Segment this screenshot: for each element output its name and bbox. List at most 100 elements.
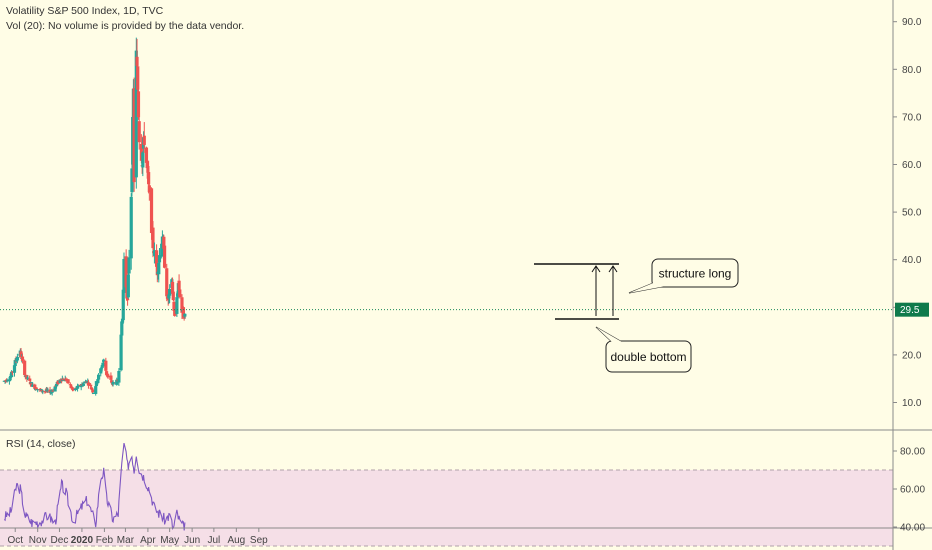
candle-body bbox=[107, 376, 111, 378]
candle-body bbox=[46, 389, 50, 391]
candle-body bbox=[134, 50, 138, 178]
candle-body bbox=[122, 258, 126, 293]
candle-body bbox=[79, 385, 83, 388]
candle-body bbox=[172, 301, 176, 311]
candle-body bbox=[119, 334, 123, 371]
candle-body bbox=[115, 379, 119, 385]
candle-body bbox=[71, 388, 75, 391]
candle-body bbox=[132, 88, 136, 183]
candle-body bbox=[117, 370, 121, 383]
candle-body bbox=[73, 388, 77, 391]
callout-double-bottom[interactable]: double bottom bbox=[595, 326, 692, 373]
candle-body bbox=[126, 298, 130, 301]
rsi-pane bbox=[0, 442, 893, 547]
candle-body bbox=[171, 291, 175, 301]
candle-body bbox=[104, 360, 108, 371]
candle-body bbox=[31, 384, 35, 387]
candle-body bbox=[157, 255, 162, 263]
candle-body bbox=[124, 256, 128, 288]
price-tick-label: 60.0 bbox=[902, 160, 922, 171]
candle-body bbox=[10, 371, 14, 378]
candle-body bbox=[81, 383, 85, 386]
candle-body bbox=[99, 368, 104, 370]
target-arrow-1-head[interactable] bbox=[591, 265, 601, 273]
candle-body bbox=[101, 362, 105, 367]
callout-double-bottom-box bbox=[605, 340, 692, 373]
candle-body bbox=[168, 288, 172, 296]
time-tick-label: Feb bbox=[96, 535, 114, 546]
candle-body bbox=[25, 375, 29, 379]
candle-body bbox=[160, 243, 164, 257]
candle-body bbox=[175, 297, 179, 314]
price-tick-label: 20.0 bbox=[902, 350, 922, 361]
candle-body bbox=[141, 152, 145, 168]
candle-body bbox=[48, 389, 52, 393]
candle-body bbox=[177, 280, 181, 291]
candle-body bbox=[147, 172, 151, 185]
candle-body bbox=[147, 185, 151, 193]
candle-body bbox=[86, 382, 91, 386]
candle-body bbox=[166, 298, 170, 301]
time-tick-label: May bbox=[160, 535, 179, 546]
candle-body bbox=[146, 166, 150, 173]
callout-structure-long[interactable]: structure long bbox=[628, 258, 739, 294]
candle-body bbox=[33, 384, 37, 389]
candle-body bbox=[149, 188, 154, 234]
candle-body bbox=[13, 360, 17, 367]
callout-double-bottom-tail-cover bbox=[596, 327, 622, 342]
candle-body bbox=[25, 377, 30, 379]
candle-body bbox=[94, 381, 99, 387]
candle-body bbox=[69, 385, 73, 388]
candle-body bbox=[90, 388, 94, 391]
candle-body bbox=[127, 257, 131, 274]
candle-body bbox=[152, 250, 157, 256]
candle-body bbox=[170, 281, 175, 294]
candle-body bbox=[145, 161, 149, 169]
time-tick-label: Apr bbox=[140, 535, 156, 546]
candle-body bbox=[36, 389, 40, 391]
chart-title: Volatility S&P 500 Index, 1D, TVC bbox=[6, 5, 164, 17]
candle-body bbox=[109, 375, 113, 380]
candle-body bbox=[157, 262, 161, 275]
candle-body bbox=[120, 318, 125, 323]
candle-body bbox=[155, 250, 159, 267]
target-arrow-2-head[interactable] bbox=[608, 265, 618, 273]
time-tick-label: Jul bbox=[207, 535, 220, 546]
candle-body bbox=[162, 236, 166, 249]
candle-body bbox=[54, 384, 59, 387]
candle-body bbox=[75, 385, 80, 389]
candle-body bbox=[10, 371, 14, 373]
candle-body bbox=[182, 315, 186, 319]
candle-body bbox=[34, 387, 38, 390]
candle-body bbox=[167, 294, 171, 299]
candle-body bbox=[130, 168, 134, 193]
price-tick-label: 50.0 bbox=[902, 208, 922, 219]
candle-body bbox=[29, 382, 33, 384]
candle-body bbox=[68, 384, 72, 386]
candle-body bbox=[110, 380, 114, 383]
rsi-tick-label: 40.00 bbox=[900, 523, 925, 534]
candle-body bbox=[112, 382, 116, 384]
last-price-label-bg bbox=[895, 302, 929, 317]
time-tick-label: Sep bbox=[250, 535, 268, 546]
candle-body bbox=[165, 268, 169, 297]
time-tick-label: Mar bbox=[117, 535, 135, 546]
time-tick-label: Dec bbox=[51, 535, 69, 546]
candle-body bbox=[20, 356, 25, 361]
candle-body bbox=[129, 196, 133, 259]
candle-body bbox=[105, 374, 109, 376]
candle-body bbox=[44, 390, 48, 392]
drawings[interactable]: structure long double bottom bbox=[534, 258, 739, 373]
candle-body bbox=[178, 289, 182, 298]
last-price-label: 29.5 bbox=[900, 305, 920, 316]
candle-body bbox=[102, 359, 106, 362]
price-tick-label: 70.0 bbox=[902, 112, 922, 123]
candle-body bbox=[23, 360, 27, 376]
candle-body bbox=[99, 368, 103, 374]
candle-body bbox=[56, 381, 60, 384]
candle-body bbox=[76, 385, 80, 387]
candle-body bbox=[12, 365, 17, 373]
price-tick-label: 10.0 bbox=[902, 398, 922, 409]
